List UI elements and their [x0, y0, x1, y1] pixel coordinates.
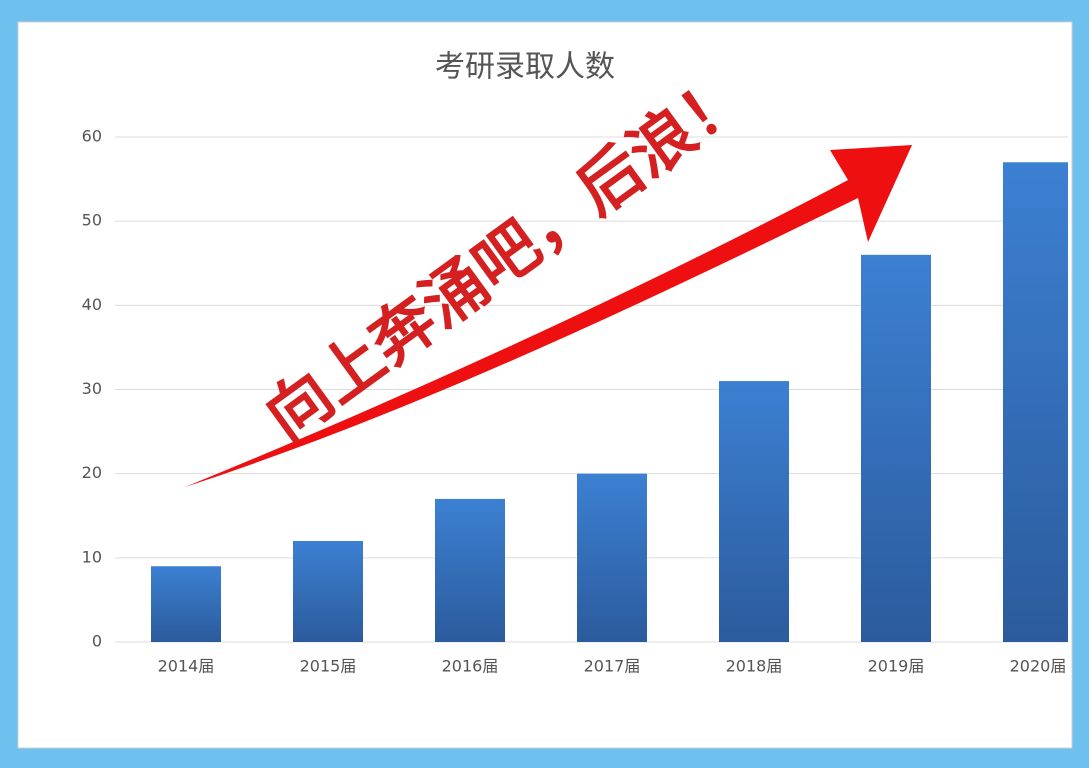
y-tick-label: 50 — [82, 211, 102, 230]
x-tick-label: 2017届 — [584, 657, 641, 676]
x-tick-label: 2020届 — [1010, 657, 1067, 676]
x-tick-label: 2015届 — [300, 657, 357, 676]
bar — [719, 381, 789, 642]
bar — [293, 541, 363, 642]
plot-area: 2014届 2015届 2016届 2017届 2018届 2019届 2020届 — [115, 136, 1068, 676]
bar — [1003, 162, 1068, 642]
bar — [577, 473, 647, 642]
x-tick-label: 2018届 — [726, 657, 783, 676]
y-tick-label: 40 — [82, 295, 102, 314]
x-tick-label: 2016届 — [442, 657, 499, 676]
y-tick-label: 60 — [82, 127, 102, 146]
y-tick-label: 20 — [82, 463, 102, 482]
bar — [151, 566, 221, 642]
bar — [861, 254, 931, 643]
y-tick-label: 10 — [82, 547, 102, 566]
y-tick-label: 0 — [92, 632, 102, 651]
x-tick-label: 2019届 — [868, 657, 925, 676]
chart-title: 考研录取人数 — [435, 50, 615, 85]
y-tick-label: 30 — [82, 379, 102, 398]
x-tick-label: 2014届 — [158, 657, 215, 676]
bar — [435, 498, 505, 642]
